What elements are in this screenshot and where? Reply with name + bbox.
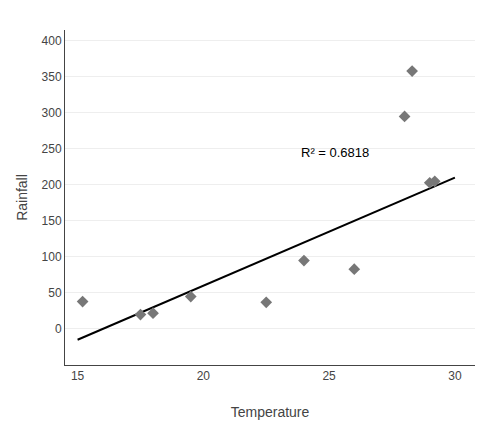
svg-text:100: 100 — [42, 250, 62, 264]
svg-text:Rainfall: Rainfall — [14, 174, 30, 221]
svg-text:150: 150 — [42, 214, 62, 228]
svg-text:20: 20 — [197, 369, 211, 383]
svg-text:0: 0 — [55, 322, 62, 336]
svg-text:Temperature: Temperature — [231, 404, 310, 420]
svg-text:15: 15 — [71, 369, 85, 383]
svg-text:R² = 0.6818: R² = 0.6818 — [301, 145, 369, 160]
svg-text:300: 300 — [42, 106, 62, 120]
svg-text:350: 350 — [42, 70, 62, 84]
svg-text:200: 200 — [42, 178, 62, 192]
svg-text:400: 400 — [42, 34, 62, 48]
svg-text:25: 25 — [322, 369, 336, 383]
svg-text:50: 50 — [48, 286, 62, 300]
svg-text:30: 30 — [448, 369, 462, 383]
svg-text:250: 250 — [42, 142, 62, 156]
